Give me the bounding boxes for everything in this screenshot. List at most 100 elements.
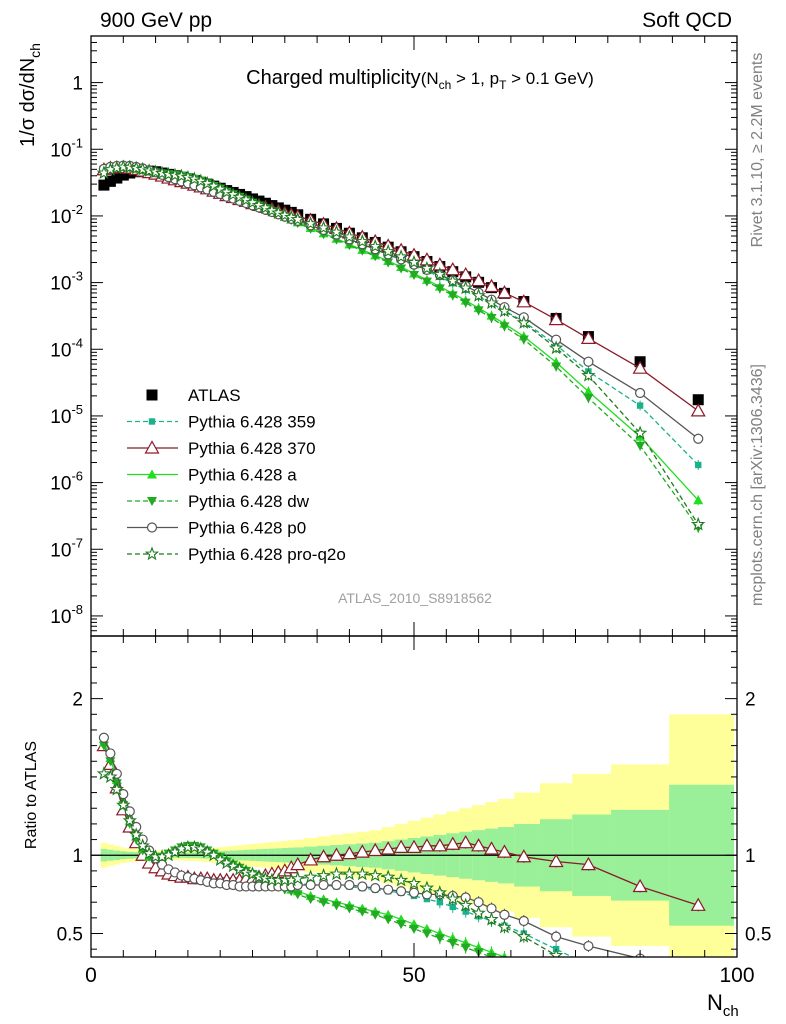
ratio-point (370, 910, 381, 920)
ratio-point (303, 852, 319, 866)
ratio-point (341, 845, 357, 860)
legend-item: Pythia 6.428 370 (127, 439, 316, 458)
ratio-point (316, 849, 332, 863)
rivet-version-label: Rivet 3.1.10, ≥ 2.2M events (749, 53, 766, 248)
series-point (238, 192, 254, 207)
ratio-point (583, 965, 594, 976)
ratio-point (109, 781, 124, 796)
ratio-point (445, 891, 461, 906)
x-tick-label: 50 (402, 964, 425, 987)
ratio-point (499, 958, 509, 967)
series-point (636, 402, 644, 409)
y-tick-label: 10-2 (50, 202, 83, 228)
ratio-point (367, 867, 383, 882)
ratio-point (583, 940, 594, 952)
title-cut-pre: (N (421, 69, 439, 88)
ratio-point (471, 838, 487, 852)
series-point (484, 295, 499, 310)
ratio-point (632, 878, 648, 893)
series-point (516, 294, 532, 308)
series-point (193, 173, 208, 188)
ratio-point (135, 838, 150, 852)
ratio-point (635, 999, 645, 1008)
ratio-point (583, 989, 593, 998)
series-point (219, 184, 234, 199)
legend-item: Pythia 6.428 a (127, 466, 297, 485)
series-point (258, 200, 273, 215)
series-point (264, 202, 280, 217)
series-point (419, 260, 435, 275)
series-point (458, 280, 473, 295)
ratio-point (318, 898, 329, 908)
ratio-point (357, 907, 368, 917)
ratio-point (367, 842, 383, 857)
legend-label: ATLAS (188, 386, 241, 405)
ratio-point (486, 953, 497, 957)
ratio-point (436, 898, 444, 906)
ratio-y-tick-label-right: 1 (745, 846, 756, 867)
series-point (635, 441, 646, 451)
legend-marker (146, 522, 158, 533)
atlas-point (692, 394, 704, 406)
ratio-point (355, 866, 370, 881)
series-point (284, 209, 299, 224)
y-tick-base: 10 (50, 607, 71, 628)
series-point (396, 264, 407, 274)
ratio-point (290, 856, 306, 871)
series-point (690, 403, 706, 417)
y-axis-label-top-main: 1/σ dσ/dN (17, 58, 39, 147)
ratio-point (419, 880, 435, 895)
ratio-point (331, 901, 342, 911)
legend-item: Pythia 6.428 pro-q2o (127, 545, 346, 564)
x-tick-label: 100 (719, 964, 754, 987)
series-point (693, 433, 704, 444)
ratio-y-tick-label-right: 2 (745, 690, 756, 711)
y-tick-label: 10-3 (50, 269, 83, 295)
y-tick-label: 10-5 (50, 402, 83, 428)
series-point (516, 315, 531, 329)
ratio-point (501, 952, 508, 957)
series-point (583, 386, 594, 396)
legend-item: Pythia 6.428 dw (127, 492, 310, 511)
ratio-point (122, 813, 138, 827)
y-tick-base: 10 (50, 274, 71, 295)
ratio-point (637, 974, 643, 980)
ratio-point (383, 915, 394, 925)
ratio-point (471, 905, 486, 920)
analysis-id: ATLAS_2010_S8918562 (338, 590, 492, 606)
series-point (154, 165, 170, 180)
series-point (632, 360, 648, 374)
legend-marker (144, 546, 160, 561)
series-point (583, 356, 594, 367)
ratio-point (693, 1004, 704, 1015)
ratio-point (516, 849, 532, 863)
series-point (355, 233, 370, 248)
y-axis-bottom: 0.5 0.5 1 1 2 2 (57, 635, 771, 950)
series-point (632, 425, 648, 440)
series-point (695, 461, 702, 469)
ratio-point (318, 879, 329, 891)
energy-label: 900 GeV pp (100, 9, 212, 32)
legend-label: Pythia 6.428 370 (188, 439, 316, 458)
ratio-point (357, 881, 368, 892)
series-point (213, 181, 228, 196)
legend-marker (148, 418, 156, 425)
y-tick-base: 10 (50, 340, 71, 361)
series-point (473, 306, 484, 316)
ratio-point (518, 915, 529, 927)
y-tick-base: 10 (50, 207, 71, 228)
atlas-point (98, 179, 110, 191)
ratio-point (693, 1002, 703, 1011)
series-point (290, 211, 305, 226)
series-point (409, 271, 419, 281)
ratio-point (406, 839, 422, 853)
ratio-point (200, 844, 215, 859)
ratio-point (303, 869, 318, 884)
ratio-point (129, 827, 144, 841)
ratio-point (316, 867, 331, 882)
series-point (548, 311, 564, 326)
series-point (271, 205, 286, 220)
series-point (232, 189, 247, 204)
y-axis-label-top-sub: ch (27, 43, 43, 58)
